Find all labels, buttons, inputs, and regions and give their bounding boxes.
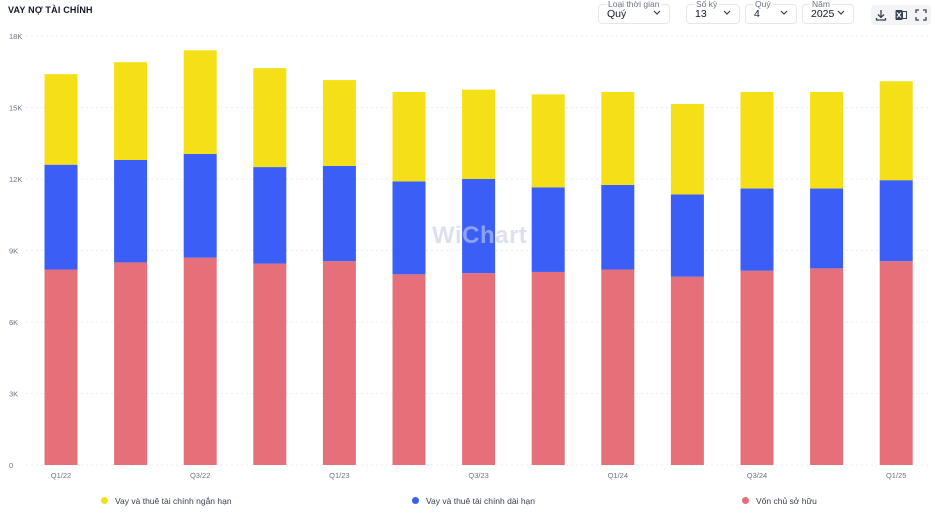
x-tick-label: Q1/25 — [886, 471, 906, 480]
y-tick-label: 18K — [9, 32, 22, 41]
bar-segment[interactable] — [462, 273, 496, 465]
legend-dot-long-term — [412, 497, 419, 504]
watermark: WiChart — [432, 222, 528, 249]
excel-icon[interactable] — [894, 8, 908, 22]
bar-segment[interactable] — [531, 187, 565, 272]
legend-label-long-term: Vay và thuê tài chính dài hạn — [426, 496, 536, 506]
y-tick-label: 12K — [9, 175, 22, 184]
year-select[interactable]: Năm 2025 — [802, 0, 854, 26]
bar-segment[interactable] — [670, 194, 704, 277]
bar-segment[interactable] — [670, 103, 704, 195]
y-tick-label: 0 — [9, 461, 13, 470]
bar-segment[interactable] — [183, 50, 217, 154]
bar-segment[interactable] — [44, 74, 78, 165]
bar-segment[interactable] — [183, 257, 217, 465]
legend-label-short-term: Vay và thuê tài chính ngắn hạn — [115, 496, 232, 506]
chevron-down-icon — [723, 10, 731, 15]
bar-segment[interactable] — [322, 261, 356, 465]
bar-segment[interactable] — [322, 165, 356, 262]
bar-segment[interactable] — [879, 180, 913, 262]
y-tick-label: 15K — [9, 104, 22, 113]
bar-segment[interactable] — [601, 269, 635, 465]
x-tick-label: Q1/22 — [51, 471, 71, 480]
bar-segment[interactable] — [601, 184, 635, 270]
bar-segment[interactable] — [183, 153, 217, 258]
bar-segment[interactable] — [531, 271, 565, 465]
download-icon[interactable] — [874, 8, 888, 22]
chevron-down-icon — [780, 10, 788, 15]
bar-segment[interactable] — [810, 92, 844, 189]
quarter-value: 4 — [754, 8, 760, 20]
chart-title: VAY NỢ TÀI CHÍNH — [8, 5, 93, 15]
period-type-value: Quý — [607, 8, 627, 20]
year-value: 2025 — [811, 8, 835, 20]
bar-segment[interactable] — [531, 94, 565, 188]
legend-label-equity: Vốn chủ sở hữu — [756, 496, 817, 506]
bar-segment[interactable] — [392, 92, 426, 182]
periods-select[interactable]: Số kỳ 13 — [686, 0, 740, 26]
bar-segment[interactable] — [601, 92, 635, 185]
x-tick-label: Q3/24 — [747, 471, 767, 480]
bar-segment[interactable] — [322, 80, 356, 166]
bar-segment[interactable] — [114, 62, 148, 160]
year-label: Năm — [810, 0, 832, 9]
bar-segment[interactable] — [114, 262, 148, 465]
bar-segment[interactable] — [44, 164, 78, 270]
periods-label: Số kỳ — [694, 0, 720, 9]
x-tick-label: Q3/23 — [468, 471, 488, 480]
bar-segment[interactable] — [462, 89, 496, 179]
x-tick-label: Q3/22 — [190, 471, 210, 480]
bar-segment[interactable] — [670, 276, 704, 465]
fullscreen-icon[interactable] — [914, 8, 928, 22]
bar-segment[interactable] — [740, 92, 774, 189]
period-type-select[interactable]: Loại thời gian Quý — [598, 0, 670, 26]
quarter-label: Quý — [753, 0, 773, 9]
legend-dot-equity — [742, 497, 749, 504]
legend-dot-short-term — [101, 497, 108, 504]
bar-segment[interactable] — [810, 268, 844, 465]
bar-segment[interactable] — [392, 181, 426, 275]
y-tick-label: 6K — [9, 318, 18, 327]
y-tick-label: 3K — [9, 390, 18, 399]
bar-segment[interactable] — [462, 179, 496, 274]
y-tick-label: 9K — [9, 247, 18, 256]
chevron-down-icon — [653, 10, 661, 15]
bar-segment[interactable] — [253, 68, 287, 168]
period-type-label: Loại thời gian — [606, 0, 662, 9]
bar-segment[interactable] — [740, 188, 774, 271]
bar-segment[interactable] — [392, 274, 426, 465]
bar-segment[interactable] — [810, 188, 844, 269]
periods-value: 13 — [695, 8, 707, 20]
bar-segment[interactable] — [44, 269, 78, 465]
bar-segment[interactable] — [879, 261, 913, 465]
x-tick-label: Q1/24 — [608, 471, 628, 480]
bar-segment[interactable] — [253, 167, 287, 264]
bar-segment[interactable] — [740, 270, 774, 465]
bar-segment[interactable] — [114, 159, 148, 263]
bar-segment[interactable] — [879, 81, 913, 181]
chevron-down-icon — [837, 10, 845, 15]
bar-segment[interactable] — [253, 263, 287, 465]
chart-area: 0 3K 6K 9K 12K 15K 18K Q1/22 Q3/22 Q1/23 Q3/23 Q1/2… — [9, 32, 928, 480]
x-tick-label: Q1/23 — [329, 471, 349, 480]
chart-toolbar — [871, 5, 931, 25]
quarter-select[interactable]: Quý 4 — [745, 0, 797, 26]
